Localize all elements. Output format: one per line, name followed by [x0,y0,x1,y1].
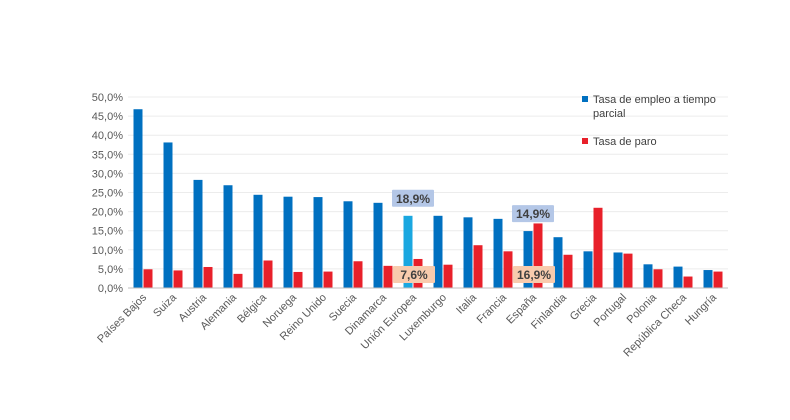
y-tick-label: 0,0% [98,283,123,295]
legend-label: parcial [593,108,625,120]
bar-unemployment-rate [293,271,303,288]
callout-part-time: 14,9% [512,205,554,223]
y-tick-label: 30,0% [92,168,123,180]
bar-part-time-rate [613,252,623,288]
bar-unemployment-rate [323,271,333,288]
bar-part-time-rate [283,196,293,288]
bar-unemployment-rate [233,273,243,288]
x-tick-label: Portugal [592,292,629,329]
bar-unemployment-rate [683,276,693,288]
bar-part-time-rate [403,215,413,288]
x-tick-label: Hungría [683,291,720,328]
bar-unemployment-rate [143,269,153,288]
bar-part-time-rate [523,231,533,288]
callout-box [512,205,554,223]
bar-unemployment-rate [203,266,213,288]
bar-part-time-rate [583,251,593,288]
bar-part-time-rate [253,194,263,288]
y-tick-label: 15,0% [92,226,123,238]
y-tick-label: 5,0% [98,264,123,276]
bar-part-time-rate [703,270,713,288]
y-tick-label: 40,0% [92,130,123,142]
bars [133,109,723,288]
legend: Tasa de empleo a tiempo parcial Tasa de pa… [582,94,716,148]
bar-part-time-rate [493,218,503,288]
bar-unemployment-rate [563,254,573,288]
bar-part-time-rate [553,237,563,288]
y-tick-label: 20,0% [92,207,123,219]
legend-label: Tasa de empleo a tiempo [593,94,716,106]
callout-box [393,266,435,283]
bar-part-time-rate [163,142,173,288]
callout-label: 16,9% [517,268,551,282]
callout-label: 7,6% [400,268,428,282]
bar-unemployment-rate [383,265,393,288]
legend-label: Tasa de paro [593,136,657,148]
bar-unemployment-rate [173,270,183,288]
bar-unemployment-rate [473,245,483,288]
x-tick-label: Italia [454,291,480,317]
callouts: 18,9% 7,6% 14,9% 16,9% [392,189,555,283]
bar-unemployment-rate [593,207,603,288]
y-tick-label: 35,0% [92,149,123,161]
bar-unemployment-rate [653,269,663,288]
callout-box [392,189,434,207]
callout-unemployment: 7,6% [393,266,435,283]
legend-swatch [582,138,588,144]
bar-part-time-rate [463,217,473,288]
x-tick-label: Suiza [151,291,180,320]
bar-part-time-rate [673,266,683,288]
y-tick-label: 50,0% [92,92,123,104]
bar-part-time-rate [643,264,653,288]
y-tick-label: 10,0% [92,245,123,257]
y-axis: 0,0% 5,0% 10,0% 15,0% 20,0% 25,0% 30,0% 35,0% 40… [92,92,123,295]
callout-label: 14,9% [516,207,550,221]
bar-part-time-rate [433,215,443,288]
bar-unemployment-rate [623,253,633,288]
y-tick-label: 45,0% [92,111,123,123]
callout-part-time: 18,9% [392,189,434,207]
callout-label: 18,9% [396,192,430,206]
x-tick-label: Francia [475,291,510,326]
bar-part-time-rate [313,197,323,288]
legend-item-part-time: Tasa de empleo a tiempo parcial [582,94,716,120]
bar-unemployment-rate [443,264,453,288]
bar-unemployment-rate [503,251,513,288]
legend-swatch [582,96,588,102]
bar-part-time-rate [343,201,353,288]
gridlines [128,96,728,270]
bar-unemployment-rate [533,223,543,288]
bar-unemployment-rate [713,271,723,288]
bar-unemployment-rate [263,260,273,288]
x-tick-label: Países Bajos [95,291,149,345]
bar-part-time-rate [373,202,383,288]
bar-part-time-rate [193,179,203,288]
x-axis: Países Bajos SuizaAustriaAlemaniaBélgicaN… [95,287,728,359]
callout-box [513,266,555,283]
bar-part-time-rate [133,109,143,288]
bar-unemployment-rate [353,261,363,288]
bar-part-time-rate [223,185,233,288]
y-tick-label: 25,0% [92,188,123,200]
legend-item-unemployment: Tasa de paro [582,136,657,148]
callout-unemployment: 16,9% [513,266,555,283]
